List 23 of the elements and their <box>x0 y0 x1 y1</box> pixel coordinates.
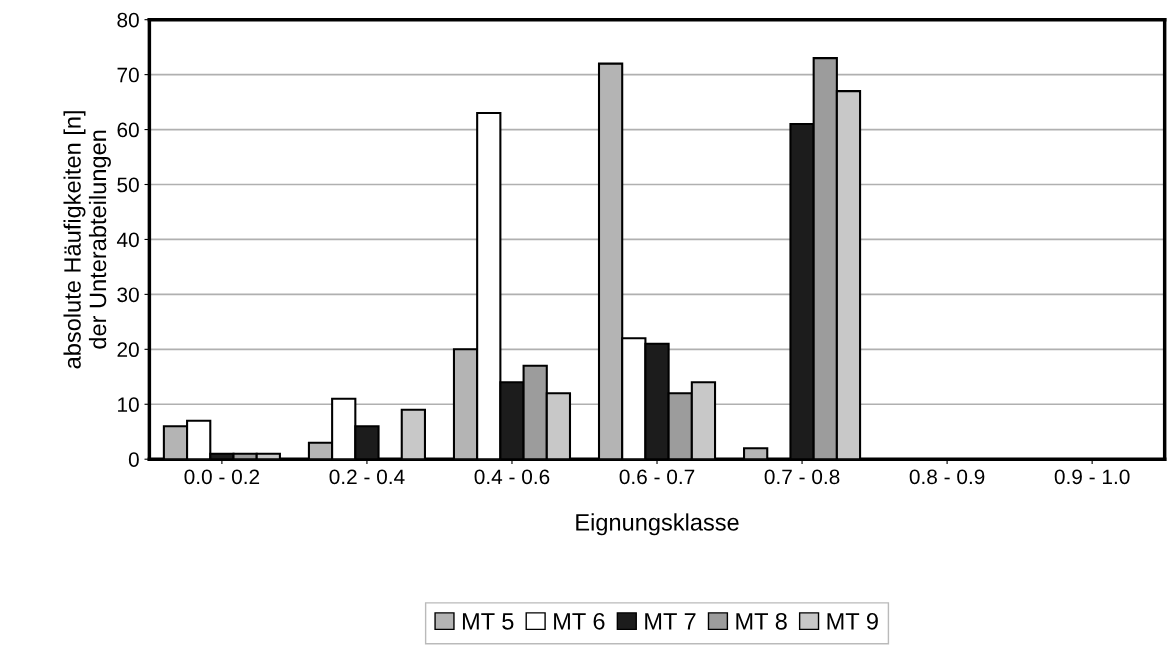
legend-label: MT 7 <box>645 613 696 630</box>
legend-label: MT 5 <box>462 613 514 630</box>
y-tick-label: 80 <box>117 12 139 28</box>
x-tick-label: 0.7 - 0.8 <box>764 469 840 485</box>
x-axis-title: Eignungsklasse <box>576 513 739 536</box>
x-tick-label: 0.6 - 0.7 <box>619 469 695 485</box>
x-tick-label: 0.8 - 0.9 <box>909 469 985 485</box>
y-tick-label: 70 <box>117 67 139 83</box>
x-tick-label: 0.2 - 0.4 <box>329 469 405 485</box>
y-tick-label: 30 <box>117 287 139 303</box>
x-tick-label: 0.0 - 0.2 <box>184 469 260 485</box>
x-tick-label: 0.9 - 1.0 <box>1054 469 1130 485</box>
x-tick-label: 0.4 - 0.6 <box>474 469 550 485</box>
y-tick-label: 40 <box>116 232 139 248</box>
y-axis-title: absolute Häufigkeiten [n] der Unterabteilungen <box>63 111 111 369</box>
y-tick-label: 50 <box>117 177 139 193</box>
legend-label: MT 9 <box>827 612 878 630</box>
y-tick-label: 60 <box>117 122 139 138</box>
y-tick-label: 10 <box>118 397 139 413</box>
legend-label: MT 6 <box>554 612 605 630</box>
y-tick-label: 0 <box>128 452 139 467</box>
legend-label: MT 8 <box>736 612 787 630</box>
y-tick-label: 20 <box>117 342 139 358</box>
